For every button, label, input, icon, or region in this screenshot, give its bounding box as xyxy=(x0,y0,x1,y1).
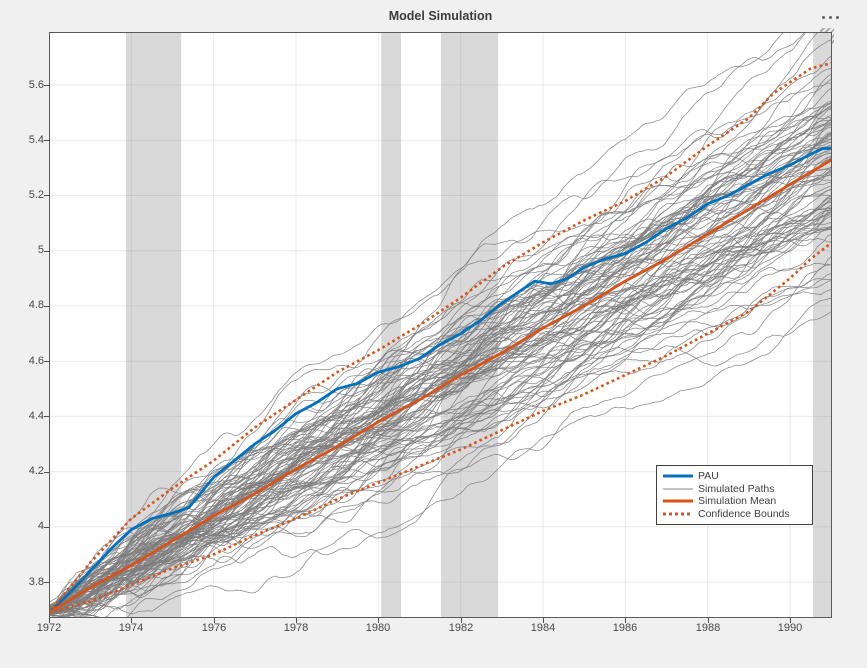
y-tick-label: 5.4 xyxy=(28,134,44,146)
x-tick-mark xyxy=(131,618,132,623)
simulated-paths-line-sample xyxy=(663,483,693,496)
dot xyxy=(822,15,825,19)
x-tick-mark xyxy=(296,618,297,623)
y-tick-mark xyxy=(44,251,49,252)
x-tick-mark xyxy=(461,618,462,623)
x-tick-label: 1988 xyxy=(695,622,721,634)
y-tick-mark xyxy=(44,306,49,307)
x-tick-label: 1982 xyxy=(448,622,474,634)
x-tick-label: 1978 xyxy=(283,622,309,634)
x-tick-mark xyxy=(625,618,626,623)
simulation-mean-line-sample xyxy=(663,495,693,508)
y-tick-label: 5.2 xyxy=(28,189,44,201)
dot xyxy=(836,15,839,19)
legend-item-simulated-paths: Simulated Paths xyxy=(663,483,807,496)
y-tick-mark xyxy=(44,582,49,583)
x-tick-mark xyxy=(378,618,379,623)
x-tick-mark xyxy=(49,618,50,623)
x-tick-label: 1976 xyxy=(201,622,227,634)
legend-label: PAU xyxy=(698,470,719,483)
pau-line-sample xyxy=(663,470,693,483)
y-tick-label: 4.8 xyxy=(28,299,44,311)
y-tick-label: 5 xyxy=(37,244,44,256)
legend-label: Confidence Bounds xyxy=(698,507,790,520)
legend-item-pau: PAU xyxy=(663,470,807,483)
x-tick-label: 1974 xyxy=(118,622,144,634)
x-tick-label: 1986 xyxy=(612,622,638,634)
y-tick-mark xyxy=(44,472,49,473)
y-tick-mark xyxy=(44,85,49,86)
y-tick-mark xyxy=(44,527,49,528)
y-tick-label: 5.6 xyxy=(28,79,44,91)
x-tick-mark xyxy=(214,618,215,623)
x-tick-mark xyxy=(790,618,791,623)
y-tick-label: 4.2 xyxy=(28,465,44,477)
legend-item-confidence-bounds: Confidence Bounds xyxy=(663,508,807,521)
chart-canvas xyxy=(49,32,832,618)
y-tick-label: 4.4 xyxy=(28,410,44,422)
y-tick-mark xyxy=(44,140,49,141)
chart-title: Model Simulation xyxy=(388,9,493,23)
legend-label: Simulated Paths xyxy=(698,482,775,495)
y-tick-mark xyxy=(44,361,49,362)
y-tick-mark xyxy=(44,416,49,417)
legend-item-simulation-mean: Simulation Mean xyxy=(663,495,807,508)
dot xyxy=(829,15,832,19)
plot-area[interactable] xyxy=(49,32,832,618)
legend: PAU Simulated Paths Simulation Mean Conf… xyxy=(656,465,813,525)
x-tick-mark xyxy=(708,618,709,623)
ellipsis-menu-icon[interactable] xyxy=(822,12,844,22)
x-tick-label: 1990 xyxy=(777,622,803,634)
x-tick-label: 1972 xyxy=(36,622,62,634)
y-tick-mark xyxy=(44,195,49,196)
y-tick-label: 4.6 xyxy=(28,355,44,367)
x-tick-label: 1980 xyxy=(365,622,391,634)
confidence-bounds-line-sample xyxy=(663,508,693,521)
legend-label: Simulation Mean xyxy=(698,495,777,508)
x-tick-label: 1984 xyxy=(530,622,556,634)
y-tick-label: 3.8 xyxy=(28,576,44,588)
y-tick-label: 4 xyxy=(37,520,44,532)
x-tick-mark xyxy=(543,618,544,623)
